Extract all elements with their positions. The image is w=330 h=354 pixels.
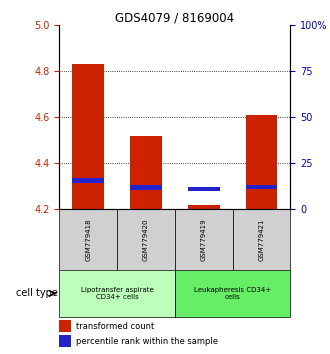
Bar	[59, 320, 71, 332]
Bar	[175, 210, 233, 270]
Text: Leukapheresis CD34+
cells: Leukapheresis CD34+ cells	[194, 287, 271, 300]
Bar	[188, 187, 220, 192]
Bar	[233, 210, 290, 270]
Bar	[130, 185, 162, 190]
Text: percentile rank within the sample: percentile rank within the sample	[76, 337, 217, 346]
Bar	[72, 178, 104, 183]
Text: cell type: cell type	[16, 289, 58, 298]
Bar	[59, 335, 71, 347]
Text: transformed count: transformed count	[76, 322, 154, 331]
Title: GDS4079 / 8169004: GDS4079 / 8169004	[115, 12, 234, 25]
Bar	[188, 205, 220, 210]
Text: GSM779421: GSM779421	[258, 218, 265, 261]
Bar	[246, 115, 278, 210]
Text: Lipotransfer aspirate
CD34+ cells: Lipotransfer aspirate CD34+ cells	[81, 287, 153, 300]
Bar	[59, 270, 175, 317]
Bar	[246, 184, 278, 189]
Bar	[59, 210, 117, 270]
Text: GSM779420: GSM779420	[143, 218, 149, 261]
Text: GSM779419: GSM779419	[201, 218, 207, 261]
Bar	[130, 136, 162, 210]
Text: GSM779418: GSM779418	[85, 218, 91, 261]
Bar	[175, 270, 290, 317]
Bar	[117, 210, 175, 270]
Bar	[72, 64, 104, 210]
